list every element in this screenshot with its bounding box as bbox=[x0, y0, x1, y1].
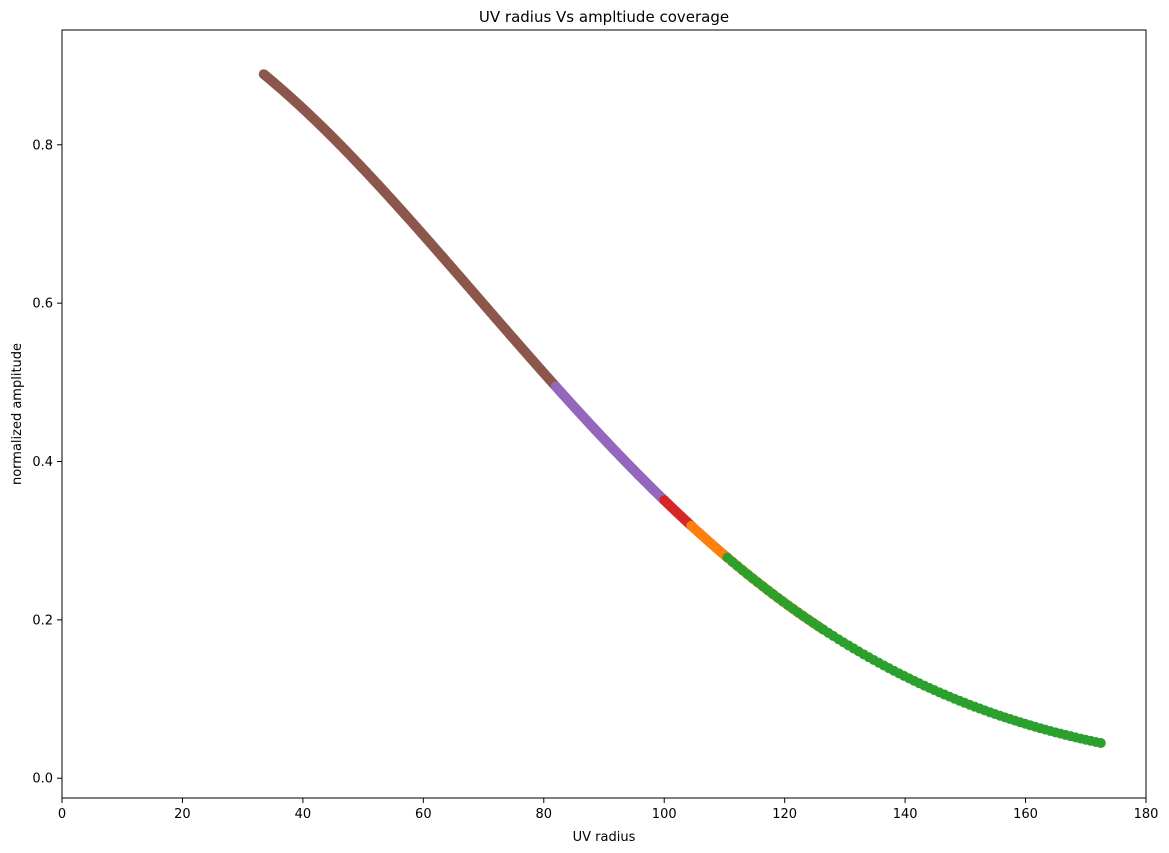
x-tick-label: 120 bbox=[772, 807, 797, 822]
x-tick-label: 180 bbox=[1134, 807, 1159, 822]
y-axis-title: normalized amplitude bbox=[10, 343, 25, 485]
x-tick-label: 160 bbox=[1013, 807, 1038, 822]
series-2 bbox=[659, 495, 697, 531]
series-4 bbox=[722, 552, 1106, 749]
series-0 bbox=[258, 69, 561, 392]
series-1 bbox=[550, 381, 670, 506]
x-tick-label: 40 bbox=[295, 807, 312, 822]
y-tick-label: 0.0 bbox=[32, 772, 53, 787]
x-tick-label: 140 bbox=[893, 807, 918, 822]
y-tick-label: 0.2 bbox=[32, 613, 53, 628]
x-axis-ticks: 0 20 40 60 80 100 120 140 160 180 bbox=[58, 798, 1159, 822]
data-point bbox=[1095, 738, 1106, 749]
y-tick-label: 0.4 bbox=[32, 455, 53, 470]
x-tick-label: 80 bbox=[536, 807, 553, 822]
x-tick-label: 100 bbox=[652, 807, 677, 822]
x-tick-label: 60 bbox=[415, 807, 432, 822]
y-tick-label: 0.6 bbox=[32, 297, 53, 312]
x-axis-title: UV radius bbox=[573, 830, 636, 845]
plot-frame bbox=[61, 29, 1147, 799]
y-axis-ticks: 0.0 0.2 0.4 0.6 0.8 bbox=[32, 138, 62, 787]
y-tick-label: 0.8 bbox=[32, 138, 53, 153]
data-points bbox=[258, 69, 1106, 749]
x-tick-label: 20 bbox=[174, 807, 191, 822]
x-tick-label: 0 bbox=[58, 807, 66, 822]
chart-title: UV radius Vs ampltiude coverage bbox=[479, 8, 729, 26]
